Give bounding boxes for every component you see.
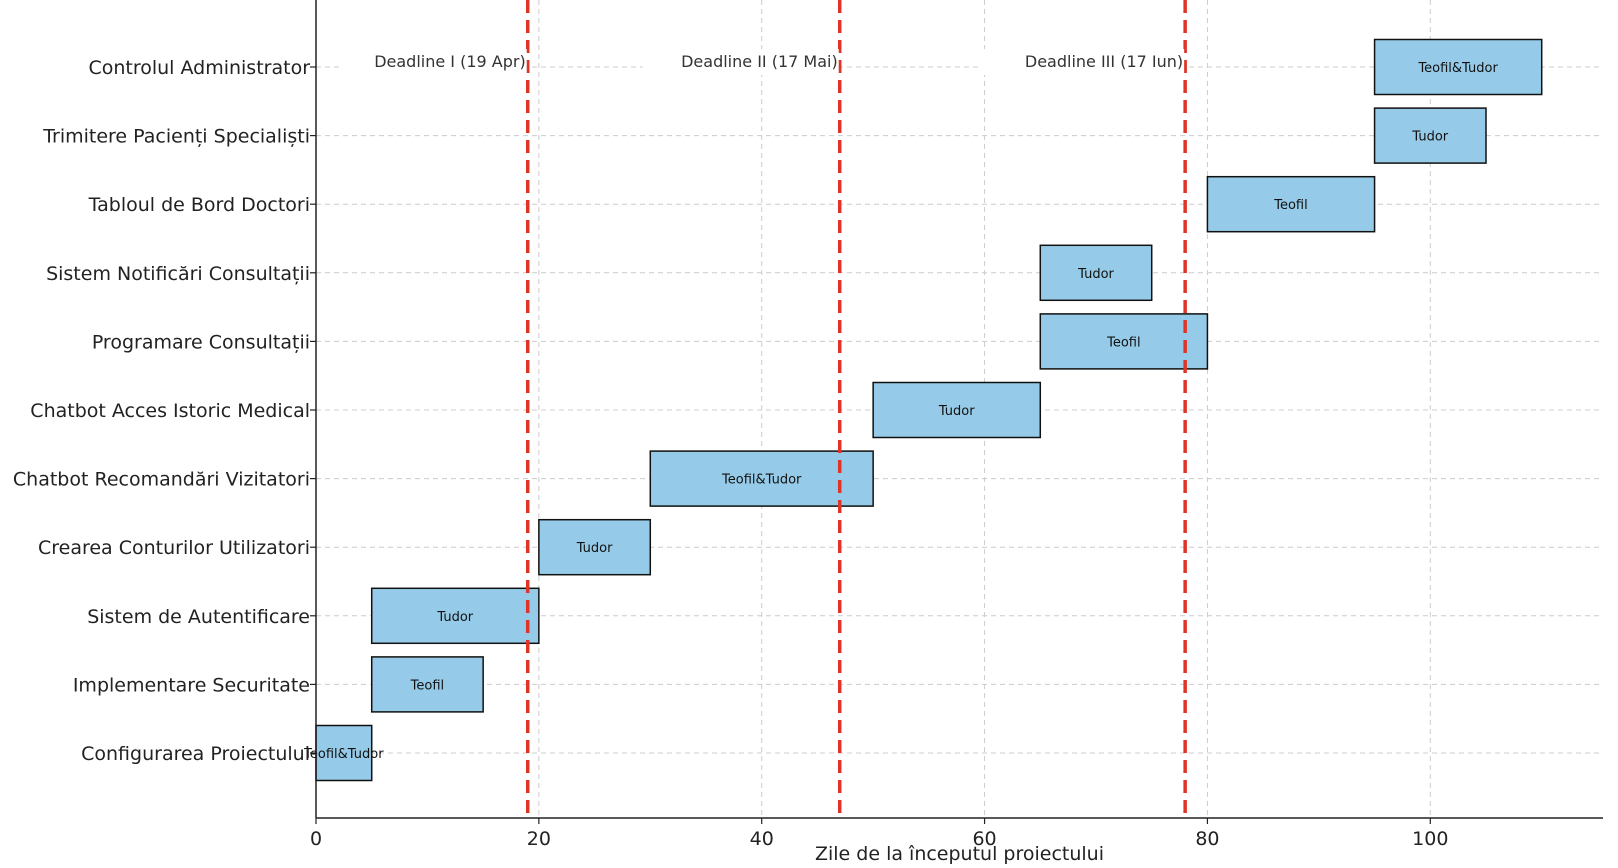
deadline-label: Deadline II (17 Mai) <box>681 52 838 71</box>
task-assignee-label: Teofil&Tudor <box>721 473 802 488</box>
task-bar <box>315 724 373 782</box>
task-bar <box>370 656 484 713</box>
deadline-label-bg <box>978 49 1185 75</box>
task-bar <box>1373 107 1487 164</box>
task-assignee-label: Teofil&Tudor <box>303 747 384 762</box>
deadline-label-bg <box>642 49 839 75</box>
task-name-label: Implementare Securitate <box>73 674 310 696</box>
x-tick-label: 20 <box>527 828 551 850</box>
deadline-label-bg <box>340 49 527 75</box>
task-name-label: Chatbot Recomandări Vizitatori <box>13 469 310 491</box>
bars-layer: Teofil&Tudor Teofil Tudor Tudor Teofil&Tudor… <box>303 38 1543 782</box>
deadline-layer: Deadline I (19 Apr) Deadline II (17 Mai) D… <box>340 0 1187 818</box>
task-bar <box>1206 175 1376 233</box>
axis-layer: 0 20 40 60 80 100 Configurarea Proiectului Impl… <box>13 0 1603 850</box>
task-name-label: Configurarea Proiectului <box>81 743 310 765</box>
task-assignee-label: Tudor <box>1411 130 1448 145</box>
task-bar <box>1373 38 1543 96</box>
x-tick-label: 0 <box>310 828 322 850</box>
task-assignee-label: Tudor <box>1077 267 1114 282</box>
task-bar <box>1039 313 1209 370</box>
task-assignee-label: Teofil <box>1273 198 1307 213</box>
task-bar <box>649 450 874 507</box>
deadline-label: Deadline III (17 Iun) <box>1025 52 1183 71</box>
x-axis-title: Zile de la începutul proiectului <box>815 843 1104 865</box>
deadline-label: Deadline I (19 Apr) <box>374 52 526 71</box>
x-tick-label: 60 <box>972 828 996 850</box>
task-name-label: Tabloul de Bord Doctori <box>88 194 310 216</box>
x-tick-label: 40 <box>750 828 774 850</box>
x-tick-label: 100 <box>1412 828 1448 850</box>
task-bar <box>1039 244 1153 302</box>
task-assignee-label: Teofil <box>410 678 444 693</box>
task-assignee-label: Tudor <box>938 404 975 419</box>
task-bar <box>872 381 1042 439</box>
task-bar <box>370 587 540 645</box>
task-assignee-label: Teofil <box>1106 335 1140 350</box>
task-name-label: Crearea Conturilor Utilizatori <box>38 537 310 559</box>
task-name-label: Sistem Notificări Consultații <box>46 263 310 285</box>
task-name-label: Sistem de Autentificare <box>87 606 310 628</box>
task-name-label: Chatbot Acces Istoric Medical <box>30 400 310 422</box>
task-name-label: Controlul Administrator <box>88 57 310 79</box>
task-assignee-label: Tudor <box>436 610 473 625</box>
task-name-label: Trimitere Pacienți Specialiști <box>42 126 310 148</box>
x-tick-label: 80 <box>1195 828 1219 850</box>
task-bar <box>538 518 652 576</box>
task-name-label: Programare Consultații <box>92 331 310 353</box>
task-assignee-label: Tudor <box>576 541 613 556</box>
task-assignee-label: Teofil&Tudor <box>1417 61 1498 76</box>
